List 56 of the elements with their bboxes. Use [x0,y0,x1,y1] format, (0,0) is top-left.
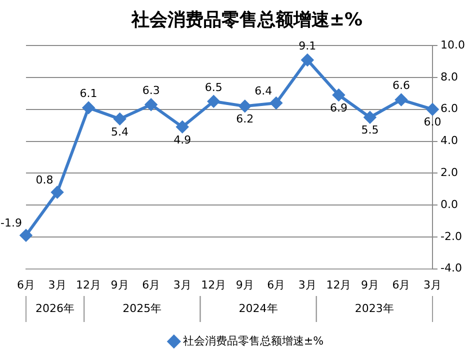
x-tick-label: 6月 [392,278,410,292]
x-tick-label: 6月 [267,278,286,292]
x-tick-label: 12月 [76,278,102,292]
point [20,229,32,242]
legend-label: 社会消费品零售总额增速±% [182,334,324,348]
y-tick-label: 2.0 [440,166,458,179]
y-tick-label: 10.0 [440,38,466,52]
y-tick-label: -2.0 [440,230,462,243]
point [176,120,188,133]
data-label: 6.1 [80,87,98,100]
data-label: 6.3 [142,84,160,97]
text: 2026年 [36,302,75,315]
data-label: 6.9 [330,101,348,114]
data-label: 6.2 [236,112,254,126]
x-tick-label: 9月 [110,278,129,292]
y-tick-label: 8.0 [440,70,458,84]
y-tick-label: -4.0 [440,262,462,275]
data-label: 5.5 [361,124,379,137]
x-tick-label: 3月 [298,278,316,292]
data-label: 9.1 [298,39,316,52]
data-label: -1.9 [0,216,22,230]
data-label: 5.4 [111,125,129,138]
point [364,111,376,124]
x-tick-label: 3月 [48,278,66,292]
x-tick-label: 6月 [17,278,35,292]
point [238,100,251,112]
point [82,102,95,114]
text: 2024年 [238,302,278,315]
point [51,186,64,198]
x-tick-label: 3月 [424,278,442,292]
data-label: 6.0 [424,116,442,129]
data-label: 6.5 [204,80,222,94]
point [301,54,314,66]
point [270,96,282,109]
data-label: 4.9 [174,133,192,146]
x-tick-label: 9月 [236,278,254,292]
text: 2023年 [354,302,394,315]
x-tick-label: 3月 [173,278,192,292]
y-tick-label: 0.0 [440,198,458,211]
data-label: 6.4 [254,84,272,98]
x-tick-label: 12月 [201,278,226,292]
point [395,94,408,106]
data-label: 0.8 [36,174,54,187]
data-label: 6.6 [392,79,410,92]
y-tick-label: 4.0 [440,134,458,148]
x-tick-label: 9月 [360,278,379,292]
point [114,112,126,125]
text: 2025年 [122,302,162,315]
x-tick-label: 12月 [326,278,352,292]
point [332,89,345,102]
point [426,103,439,116]
y-tick-label: 6.0 [440,102,458,116]
chart-title: 社会消费品零售总额增速±% [130,9,363,30]
point [145,98,158,111]
x-tick-label: 6月 [142,278,160,292]
point [208,95,220,108]
